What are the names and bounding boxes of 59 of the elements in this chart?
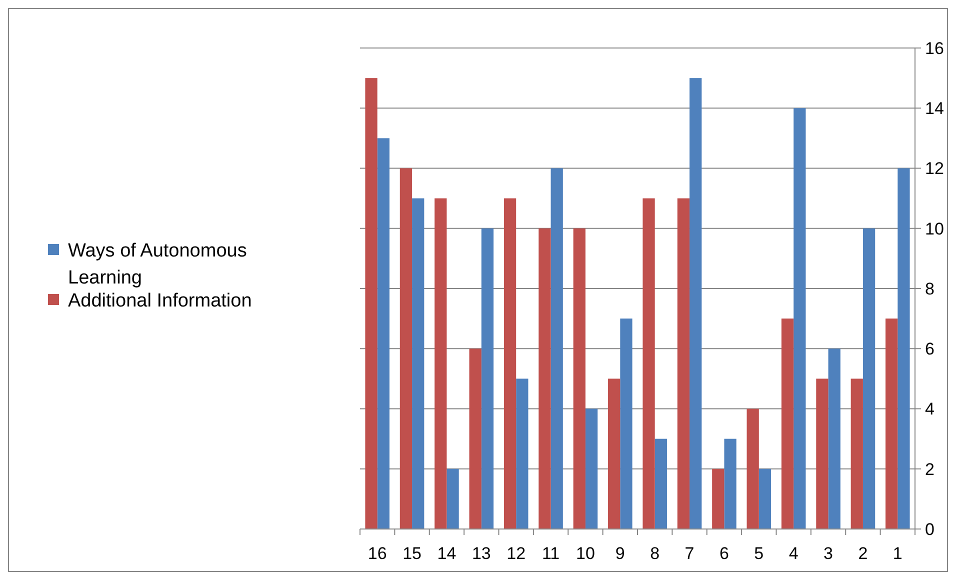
x-tick-label: 15 (402, 544, 422, 563)
x-tick-label: 12 (506, 544, 526, 563)
bar (677, 198, 690, 529)
bar (573, 228, 586, 529)
x-tick-label: 14 (437, 544, 456, 563)
x-tick-label: 3 (824, 544, 834, 563)
bar (886, 318, 898, 529)
bar (377, 138, 390, 529)
x-tick-label: 10 (576, 544, 595, 563)
x-tick-label: 9 (615, 544, 625, 563)
y-tick-label: 14 (925, 99, 944, 118)
bar (654, 438, 667, 529)
bar (550, 168, 563, 529)
x-tick-label: 16 (368, 544, 387, 563)
bar (690, 78, 702, 529)
x-tick-label: 2 (858, 544, 868, 563)
bar (434, 198, 447, 529)
bar (608, 378, 620, 529)
bar (850, 378, 863, 529)
bar (620, 318, 632, 529)
legend-label: Additional Information (68, 290, 252, 312)
bar (469, 348, 482, 529)
y-tick-label: 10 (925, 219, 944, 238)
bar (516, 378, 528, 529)
bar (898, 168, 910, 529)
bar (412, 198, 424, 529)
y-tick-label: 6 (925, 340, 934, 359)
bar (746, 408, 759, 529)
y-tick-label: 0 (925, 520, 934, 539)
bar (481, 228, 494, 529)
bar (724, 438, 736, 529)
bar (365, 78, 378, 529)
bar (642, 198, 655, 529)
y-tick-label: 16 (925, 38, 944, 58)
y-tick-label: 4 (925, 400, 934, 419)
y-tick-label: 12 (925, 159, 944, 178)
bar (712, 468, 724, 529)
x-tick-label: 7 (684, 544, 694, 563)
bar (828, 348, 840, 529)
bar (585, 408, 598, 529)
x-tick-label: 13 (472, 544, 491, 563)
bar (446, 468, 459, 529)
bar (758, 468, 772, 529)
x-tick-label: 8 (650, 544, 660, 563)
bar (400, 168, 412, 529)
x-tick-label: 6 (719, 544, 729, 563)
bar (862, 228, 876, 529)
x-tick-label: 5 (754, 544, 764, 563)
x-tick-label: 4 (788, 544, 798, 563)
bar (794, 108, 806, 529)
y-tick-label: 8 (925, 279, 934, 298)
bar (781, 318, 794, 529)
bar (504, 198, 516, 529)
x-tick-label: 11 (542, 544, 560, 563)
y-tick-label: 2 (925, 460, 934, 479)
legend-label: Ways of Autonomous Learning (68, 240, 247, 288)
x-tick-label: 1 (892, 544, 902, 563)
bar (816, 378, 828, 529)
bar (538, 228, 551, 529)
